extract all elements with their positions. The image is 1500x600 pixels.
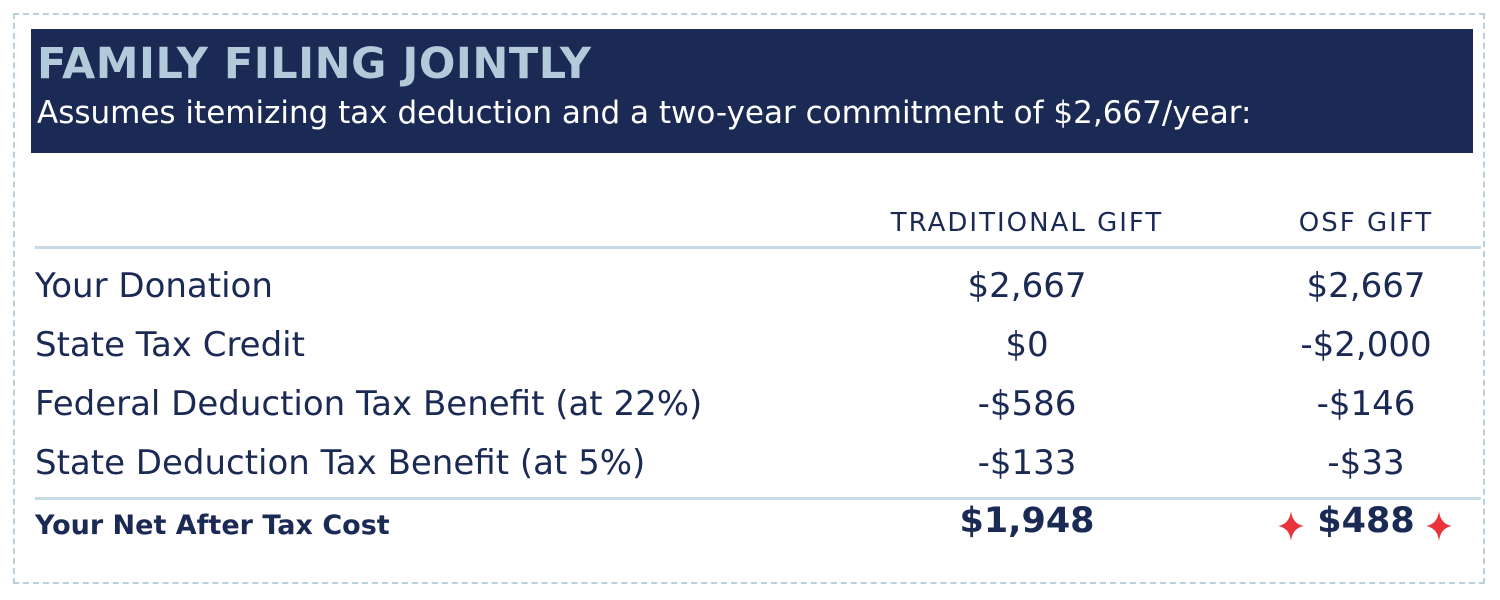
banner-subtitle: Assumes itemizing tax deduction and a tw… <box>37 95 1252 131</box>
comparison-card: FAMILY FILING JOINTLY Assumes itemizing … <box>13 13 1485 584</box>
sparkle-icon <box>1426 511 1452 541</box>
sparkle-icon <box>1278 511 1304 541</box>
title-banner: FAMILY FILING JOINTLY Assumes itemizing … <box>31 29 1473 153</box>
cell-state-tax-credit-osf: -$2,000 <box>1300 325 1432 365</box>
total-divider <box>35 497 1481 500</box>
column-header-osf: OSF GIFT <box>1298 208 1434 238</box>
row-label-donation: Your Donation <box>35 266 273 306</box>
column-header-traditional: TRADITIONAL GIFT <box>890 208 1164 238</box>
cell-donation-osf: $2,667 <box>1306 266 1426 306</box>
total-label: Your Net After Tax Cost <box>35 510 390 541</box>
cell-state-deduction-traditional: -$133 <box>977 443 1077 483</box>
row-label-federal-deduction: Federal Deduction Tax Benefit (at 22%) <box>35 384 703 424</box>
header-divider <box>35 246 1481 249</box>
total-osf: $488 <box>1317 501 1415 541</box>
row-label-state-tax-credit: State Tax Credit <box>35 325 305 365</box>
cell-federal-deduction-traditional: -$586 <box>977 384 1077 424</box>
banner-title: FAMILY FILING JOINTLY <box>37 39 592 89</box>
cell-donation-traditional: $2,667 <box>967 266 1087 306</box>
row-label-state-deduction: State Deduction Tax Benefit (at 5%) <box>35 443 646 483</box>
total-traditional: $1,948 <box>959 501 1095 541</box>
cell-state-deduction-osf: -$33 <box>1327 443 1405 483</box>
cell-federal-deduction-osf: -$146 <box>1316 384 1416 424</box>
cell-state-tax-credit-traditional: $0 <box>1005 325 1049 365</box>
